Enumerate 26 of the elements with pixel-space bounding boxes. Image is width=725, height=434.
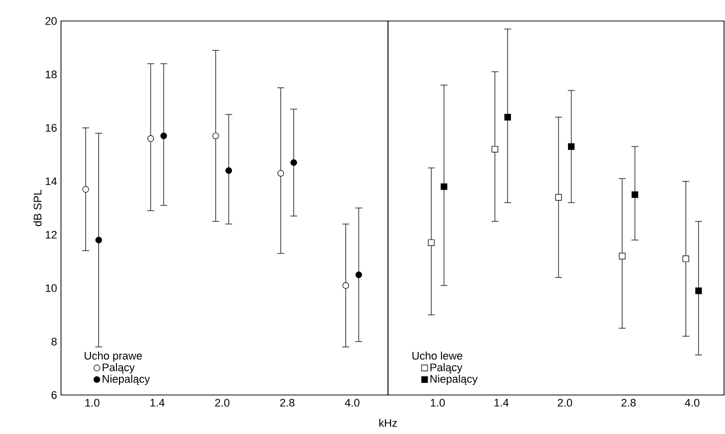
x-tick-label: 1.4	[150, 398, 165, 406]
legend-label: Niepalący	[102, 374, 150, 385]
x-tick-label: 1.0	[85, 398, 100, 407]
y-tick-label: 8	[52, 338, 57, 346]
legend-label: Niepalący	[430, 374, 478, 385]
legend-title: Ucho prawe	[84, 352, 142, 362]
legend-title: Ucho lewe	[412, 352, 462, 360]
y-tick-label: 12	[46, 230, 57, 239]
x-tick-label: 4.0	[684, 398, 700, 407]
y-tick-label: 6	[52, 391, 57, 399]
y-tick-label: 20	[46, 17, 57, 25]
y-tick-label: 14	[46, 178, 57, 186]
y-tick-label: 10	[46, 284, 57, 292]
x-tick-label: 2.8	[621, 398, 636, 407]
x-axis-title: kHz	[379, 418, 397, 427]
x-tick-label: 4.0	[344, 398, 360, 407]
y-tick-label: 16	[46, 124, 57, 132]
y-axis-title: dB SPL	[33, 190, 42, 226]
x-tick-label: 1.0	[430, 398, 445, 407]
x-tick-label: 2.0	[558, 398, 572, 407]
x-tick-label: 2.8	[280, 398, 294, 407]
legend-label: Palący	[430, 363, 462, 374]
y-tick-label: 18	[46, 70, 57, 78]
x-tick-label: 2.0	[215, 398, 230, 407]
legend-label: Palący	[102, 363, 135, 374]
x-tick-label: 1.4	[494, 398, 509, 406]
